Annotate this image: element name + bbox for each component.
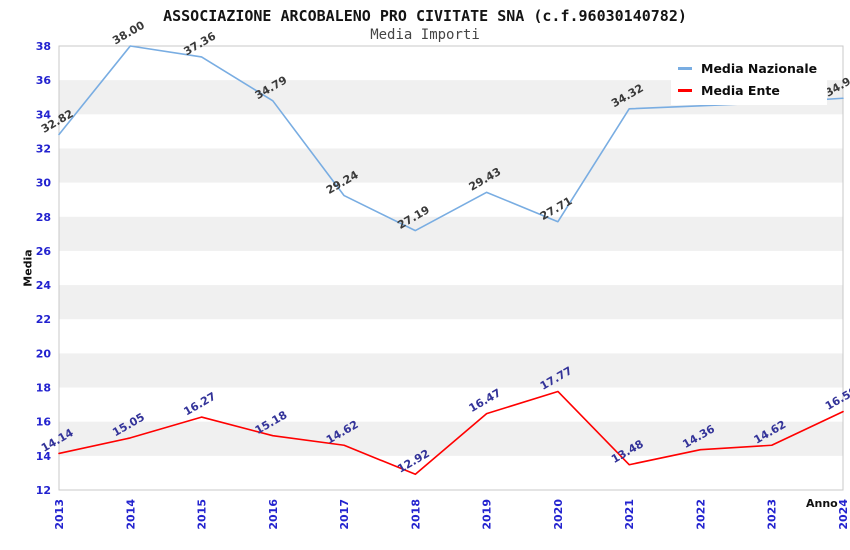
chart-subtitle: Media Importi (370, 27, 480, 43)
y-axis-tick-label: 22 (36, 313, 51, 326)
grid-band (59, 421, 843, 456)
x-axis-tick-label: 2019 (481, 499, 494, 530)
legend-item-media-nazionale: Media Nazionale (678, 61, 817, 76)
grid-band (59, 148, 843, 183)
legend-swatch-blue-line-icon (678, 67, 692, 70)
y-axis-tick-label: 32 (36, 142, 51, 155)
grid-band (59, 285, 843, 320)
y-axis-tick-label: 38 (36, 40, 51, 53)
legend-item-media-ente: Media Ente (678, 83, 817, 98)
series-line-media-nazionale (58, 45, 844, 232)
data-point-label: 38.00 (110, 18, 147, 47)
y-axis-tick-label: 36 (36, 74, 52, 87)
y-axis-title: Media (21, 249, 35, 287)
y-axis-tick-label: 28 (36, 211, 51, 224)
data-point-label: 37.36 (181, 29, 218, 58)
x-axis-tick-label: 2017 (338, 499, 351, 530)
legend-label: Media Nazionale (701, 61, 818, 76)
legend-swatch-red-line-icon (678, 89, 692, 92)
series-line-media-ente (58, 390, 844, 476)
y-axis-tick-label: 20 (36, 347, 52, 360)
x-axis-title: Anno (806, 497, 838, 510)
x-axis-tick-label: 2024 (837, 499, 850, 530)
chart-legend: Media Nazionale Media Ente (671, 56, 828, 105)
x-axis-tick-label: 2018 (409, 499, 422, 530)
x-axis-tick-label: 2022 (694, 499, 707, 530)
grid-band (59, 353, 843, 388)
y-axis-tick-label: 24 (36, 279, 52, 292)
legend-label: Media Ente (701, 83, 780, 98)
plot-border (58, 45, 844, 491)
chart-title: ASSOCIAZIONE ARCOBALENO PRO CIVITATE SNA… (163, 7, 687, 25)
x-axis-tick-label: 2014 (124, 499, 137, 530)
x-axis-tick-label: 2021 (623, 499, 636, 530)
data-point-label: 16.59 (823, 384, 850, 413)
y-axis-tick-label: 16 (36, 416, 52, 429)
x-axis-tick-label: 2023 (766, 499, 779, 530)
x-axis-tick-label: 2020 (552, 499, 565, 530)
y-axis-tick-label: 12 (36, 484, 51, 497)
grid-band (59, 216, 843, 251)
y-axis-tick-label: 18 (36, 382, 51, 395)
data-point-label: 16.27 (181, 390, 218, 419)
y-axis-tick-label: 14 (36, 450, 52, 463)
y-axis-tick-label: 30 (36, 177, 52, 190)
x-axis-tick-label: 2013 (53, 499, 66, 530)
x-axis-tick-label: 2016 (267, 499, 280, 530)
x-axis-tick-label: 2015 (196, 499, 209, 530)
y-axis-tick-label: 34 (36, 108, 52, 121)
y-axis-tick-label: 26 (36, 245, 52, 258)
